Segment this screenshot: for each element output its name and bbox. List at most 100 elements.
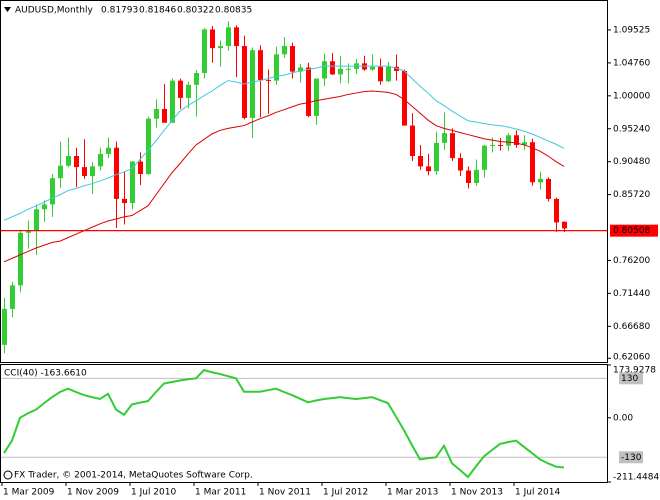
candle-body xyxy=(426,166,431,172)
candle-body xyxy=(410,125,415,157)
moving-average xyxy=(3,90,565,263)
candle-body xyxy=(162,108,167,123)
candle-body xyxy=(322,61,327,79)
header-open: 0.81793 xyxy=(101,6,138,16)
x-tick-label: 1 Nov 2009 xyxy=(67,488,119,498)
candle-body xyxy=(58,165,63,179)
cci-title: CCI(40) -163.6610 xyxy=(4,369,87,379)
candle-body xyxy=(2,308,7,345)
candle-body xyxy=(50,178,55,205)
x-tick-label: 1 Mar 2009 xyxy=(3,488,55,498)
candle-body xyxy=(514,135,519,145)
candle-body xyxy=(258,50,263,80)
x-tick-label: 1 Nov 2013 xyxy=(451,488,503,498)
main-panel xyxy=(0,0,608,363)
candle-body xyxy=(522,142,527,145)
y-tick-label: 0.71440 xyxy=(613,289,650,299)
cci-line xyxy=(3,369,565,479)
candle-body xyxy=(442,133,447,143)
moving-average xyxy=(3,65,565,221)
candle-body xyxy=(90,166,95,177)
copyright: FX Trader, © 2001-2014, MetaQuotes Softw… xyxy=(14,471,253,481)
candle-body xyxy=(226,27,231,47)
y-tick-label: -211.4484 xyxy=(613,473,659,483)
candle-body xyxy=(210,29,215,49)
candle-body xyxy=(34,209,39,231)
x-tick-label: 1 Jul 2012 xyxy=(323,488,368,498)
candle-body xyxy=(266,79,271,81)
candle-body xyxy=(402,70,407,126)
candle-body xyxy=(114,147,119,199)
logo xyxy=(3,470,13,480)
x-tick-label: 1 Jul 2010 xyxy=(131,488,176,498)
candle-body xyxy=(18,232,23,286)
candle-body xyxy=(10,285,15,309)
y-tick-label: 173.9278 xyxy=(613,366,656,376)
candle-body xyxy=(562,221,567,229)
candle-body xyxy=(218,46,223,49)
candle-body xyxy=(498,144,503,146)
level-box xyxy=(619,372,643,385)
candle-body xyxy=(194,73,199,85)
y-tick-label: 0.76200 xyxy=(613,256,650,266)
y-tick-label: 0.85720 xyxy=(613,190,650,200)
candle-body xyxy=(346,68,351,70)
candle-body xyxy=(202,29,207,74)
candle-body xyxy=(482,145,487,170)
candle-body xyxy=(314,78,319,116)
candle-body xyxy=(546,178,551,199)
candle-body xyxy=(26,230,31,233)
candle-body xyxy=(138,161,143,174)
candle-body xyxy=(474,169,479,183)
candle-body xyxy=(298,67,303,72)
header-low: 0.80322 xyxy=(177,6,214,16)
current-price-box xyxy=(610,224,658,237)
current-price-label: 0.80508 xyxy=(613,226,650,236)
candle-body xyxy=(370,66,375,70)
candle-body xyxy=(42,204,47,210)
menu-triangle xyxy=(4,7,11,12)
candle-body xyxy=(418,156,423,167)
candle-body xyxy=(506,135,511,146)
candle-body xyxy=(122,198,127,204)
y-tick-label: 1.09525 xyxy=(613,25,650,35)
candle-body xyxy=(530,142,535,183)
x-tick-label: 1 Mar 2013 xyxy=(387,488,438,498)
candle-body xyxy=(450,133,455,159)
y-tick-label: 0.00 xyxy=(613,413,633,423)
y-tick-label: 1.04760 xyxy=(613,58,650,68)
candle-body xyxy=(66,156,71,166)
y-tick-label: 0.95240 xyxy=(613,124,650,134)
y-tick-label: 0.66680 xyxy=(613,322,650,332)
candle-body xyxy=(234,27,239,47)
cci-panel xyxy=(0,364,608,483)
x-tick-label: 1 Mar 2011 xyxy=(195,488,246,498)
candle-body xyxy=(306,67,311,116)
level-label: 130 xyxy=(621,374,638,384)
candle-body xyxy=(466,170,471,183)
header-high: 0.81846 xyxy=(139,6,176,16)
candle-body xyxy=(250,50,255,118)
candle-body xyxy=(154,108,159,119)
candle-body xyxy=(106,147,111,154)
candle-body xyxy=(186,84,191,98)
y-tick-label: 0.90480 xyxy=(613,157,650,167)
candle-body xyxy=(458,158,463,171)
chart-title: AUDUSD,Monthly xyxy=(15,6,93,16)
candle-body xyxy=(538,178,543,183)
candle-body xyxy=(338,68,343,75)
candle-body xyxy=(434,142,439,172)
candle-body xyxy=(378,66,383,82)
candle-body xyxy=(170,80,175,123)
candle-body xyxy=(330,61,335,75)
y-tick-label: 1.00000 xyxy=(613,91,650,101)
candle-body xyxy=(74,156,79,168)
candle-body xyxy=(98,153,103,167)
candle-body xyxy=(490,144,495,146)
candle-body xyxy=(130,161,135,204)
level-label: -130 xyxy=(621,453,642,463)
x-tick-label: 1 Jul 2014 xyxy=(515,488,560,498)
level-box xyxy=(619,451,643,464)
